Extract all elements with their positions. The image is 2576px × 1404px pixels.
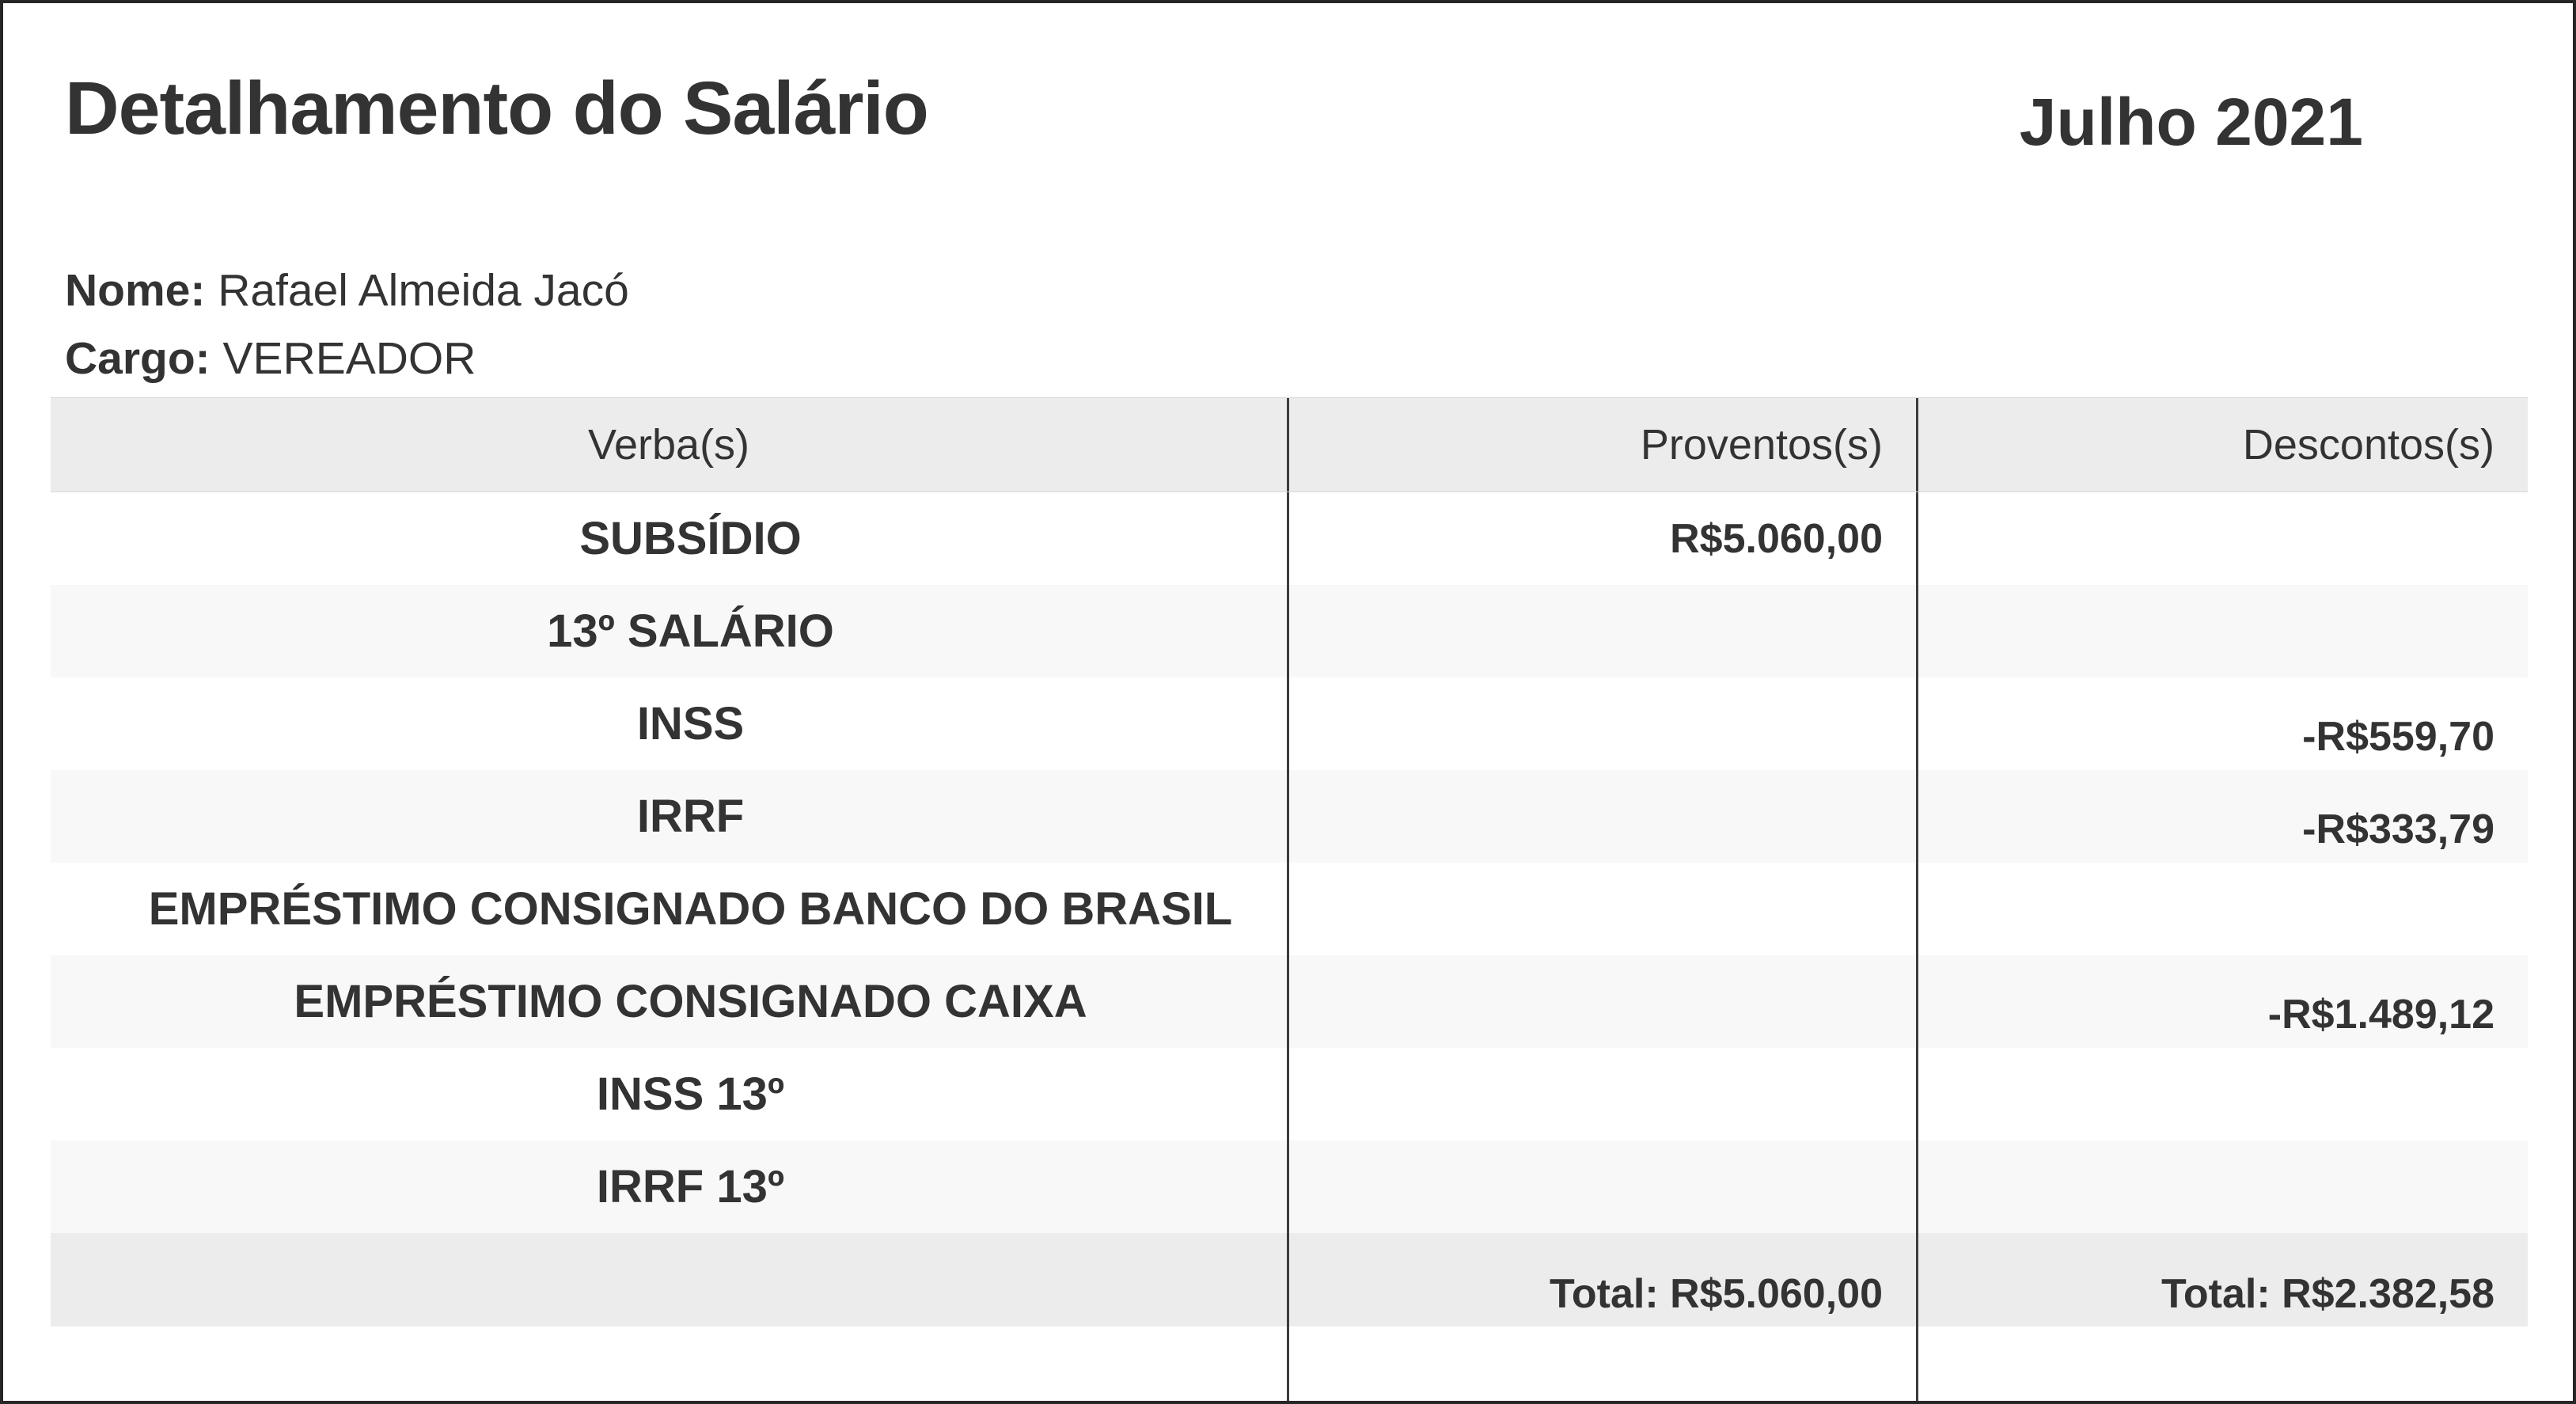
table-row-inss: INSS -R$559,70 xyxy=(51,677,2528,770)
desconto-cell: -R$1.489,12 xyxy=(2267,992,2494,1038)
desconto-cell xyxy=(1918,863,2528,955)
table-filler-row xyxy=(51,1326,2528,1401)
table-row-irrf: IRRF -R$333,79 xyxy=(51,770,2528,863)
verba-cell: EMPRÉSTIMO CONSIGNADO CAIXA xyxy=(51,955,1289,1048)
desconto-cell: -R$333,79 xyxy=(2302,806,2494,852)
table-row-13-salario: 13º SALÁRIO xyxy=(51,585,2528,677)
provento-cell xyxy=(1289,585,1918,677)
filler-descontos-cell xyxy=(1918,1326,2528,1401)
provento-cell xyxy=(1289,1048,1918,1140)
total-verba-cell xyxy=(51,1233,1289,1326)
filler-verba-cell xyxy=(51,1326,1289,1401)
verba-cell: INSS xyxy=(51,677,1289,770)
desconto-cell xyxy=(1918,585,2528,677)
role-label: Cargo: xyxy=(65,333,211,384)
total-descontos: Total: R$2.382,58 xyxy=(2161,1271,2494,1317)
header-descontos: Descontos(s) xyxy=(2242,421,2494,469)
verba-cell: SUBSÍDIO xyxy=(51,492,1289,585)
provento-cell xyxy=(1289,677,1918,770)
employee-name-line: Nome: Rafael Almeida Jacó xyxy=(65,256,2511,324)
verba-cell: EMPRÉSTIMO CONSIGNADO BANCO DO BRASIL xyxy=(51,863,1289,955)
desconto-cell xyxy=(1918,1048,2528,1140)
total-proventos: Total: R$5.060,00 xyxy=(1289,1233,1918,1326)
employee-info: Nome: Rafael Almeida Jacó Cargo: VEREADO… xyxy=(3,256,2573,393)
employee-name: Rafael Almeida Jacó xyxy=(218,265,629,316)
desconto-cell xyxy=(1918,1140,2528,1233)
verba-cell: 13º SALÁRIO xyxy=(51,585,1289,677)
period-label: Julho 2021 xyxy=(2019,85,2363,159)
header-verba: Verba(s) xyxy=(51,398,1289,491)
table-row-emprestimo-caixa: EMPRÉSTIMO CONSIGNADO CAIXA -R$1.489,12 xyxy=(51,955,2528,1048)
table-total-row: Total: R$5.060,00 Total: R$2.382,58 xyxy=(51,1233,2528,1326)
header-proventos: Proventos(s) xyxy=(1289,398,1918,491)
page-header: Detalhamento do Salário Julho 2021 xyxy=(3,3,2573,159)
employee-role-line: Cargo: VEREADOR xyxy=(65,324,2511,393)
provento-cell xyxy=(1289,863,1918,955)
table-header-row: Verba(s) Proventos(s) Descontos(s) xyxy=(51,397,2528,492)
verba-cell: INSS 13º xyxy=(51,1048,1289,1140)
employee-role: VEREADOR xyxy=(222,333,476,384)
salary-table: Verba(s) Proventos(s) Descontos(s) SUBSÍ… xyxy=(51,397,2528,1401)
page-title: Detalhamento do Salário xyxy=(65,66,929,150)
table-row-emprestimo-bb: EMPRÉSTIMO CONSIGNADO BANCO DO BRASIL xyxy=(51,863,2528,955)
filler-proventos-cell xyxy=(1289,1326,1918,1401)
provento-cell xyxy=(1289,955,1918,1048)
provento-cell xyxy=(1289,770,1918,863)
verba-cell: IRRF 13º xyxy=(51,1140,1289,1233)
verba-cell: IRRF xyxy=(51,770,1289,863)
provento-cell: R$5.060,00 xyxy=(1289,492,1918,585)
table-row-irrf-13: IRRF 13º xyxy=(51,1140,2528,1233)
table-row-inss-13: INSS 13º xyxy=(51,1048,2528,1140)
table-row-subsidio: SUBSÍDIO R$5.060,00 xyxy=(51,492,2528,585)
provento-cell xyxy=(1289,1140,1918,1233)
name-label: Nome: xyxy=(65,265,206,316)
desconto-cell xyxy=(1918,492,2528,585)
desconto-cell: -R$559,70 xyxy=(2302,714,2494,760)
